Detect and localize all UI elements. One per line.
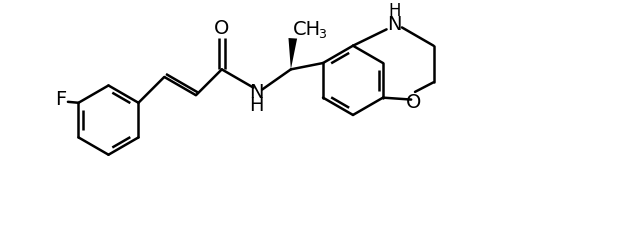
Text: N: N	[387, 15, 401, 34]
Text: N: N	[249, 83, 264, 102]
Text: 3: 3	[318, 28, 325, 41]
Text: O: O	[214, 19, 230, 38]
Text: H: H	[249, 96, 264, 115]
Text: CH: CH	[293, 20, 322, 39]
Polygon shape	[289, 38, 297, 69]
Text: O: O	[405, 93, 421, 112]
Text: H: H	[388, 2, 401, 20]
Text: F: F	[55, 90, 67, 110]
